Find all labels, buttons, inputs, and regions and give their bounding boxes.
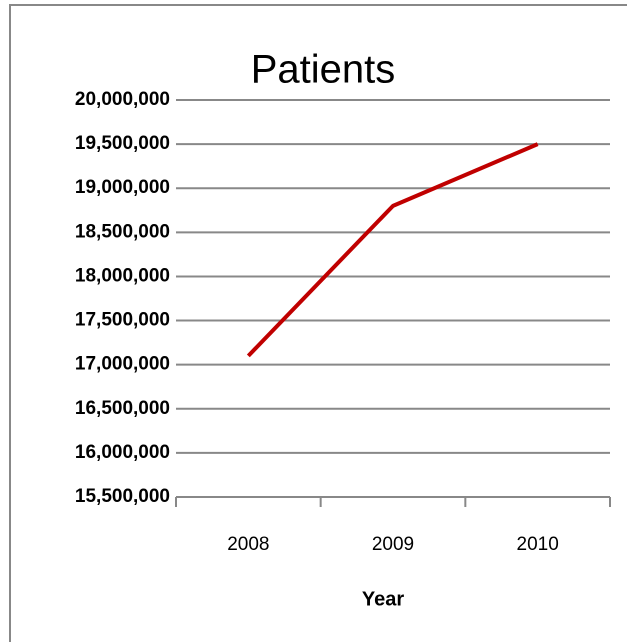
chart-frame: [9, 4, 627, 642]
y-tick-label: 16,000,000: [75, 442, 170, 463]
x-tick-label: 2010: [517, 534, 559, 555]
x-axis-label: Year: [362, 588, 404, 610]
y-tick-label: 20,000,000: [75, 89, 170, 110]
y-tick-label: 17,500,000: [75, 310, 170, 331]
y-tick-label: 19,000,000: [75, 177, 170, 198]
y-tick-label: 15,500,000: [75, 486, 170, 507]
y-tick-label: 19,500,000: [75, 133, 170, 154]
y-tick-label: 18,500,000: [75, 221, 170, 242]
y-tick-label: 18,000,000: [75, 265, 170, 286]
y-tick-label: 16,500,000: [75, 398, 170, 419]
data-line: [246, 142, 539, 358]
x-tick-label: 2009: [372, 534, 414, 555]
y-tick-label: 17,000,000: [75, 354, 170, 375]
chart-title: Patients: [251, 48, 396, 92]
x-tick-label: 2008: [227, 534, 269, 555]
